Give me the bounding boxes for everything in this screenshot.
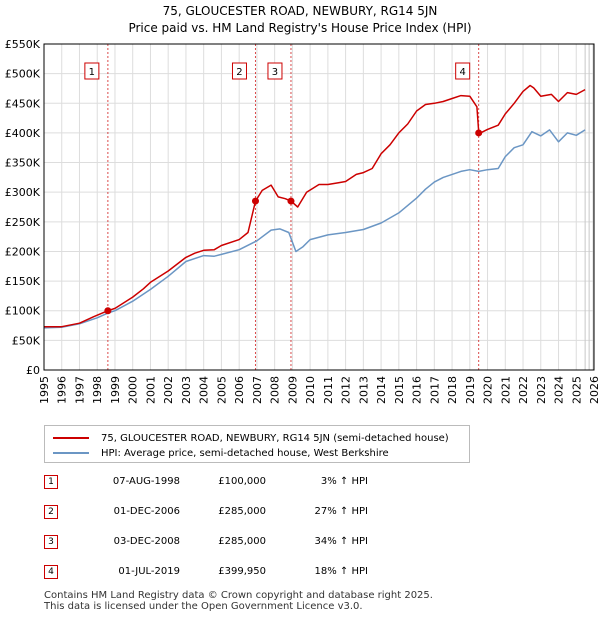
x-tick-label: 2005: [215, 376, 228, 404]
y-tick-label: £150K: [5, 275, 41, 288]
sale-date: 01-JUL-2019: [118, 566, 180, 577]
sale-hpi-change: 18% ↑ HPI: [314, 566, 368, 577]
x-tick-label: 2013: [357, 376, 370, 404]
plot-frame: [43, 43, 595, 371]
x-tick-label: 2018: [446, 376, 459, 404]
sale-hpi-change: 3% ↑ HPI: [320, 476, 368, 487]
legend-item-price: 75, GLOUCESTER ROAD, NEWBURY, RG14 5JN (…: [53, 431, 449, 445]
legend-label-price: 75, GLOUCESTER ROAD, NEWBURY, RG14 5JN (…: [101, 432, 449, 444]
x-tick-label: 1995: [38, 376, 51, 404]
x-tick-label: 2003: [180, 376, 193, 404]
chart-subtitle: Price paid vs. HM Land Registry's House …: [128, 21, 471, 35]
plot-area: [44, 44, 594, 370]
x-tick-label: 2006: [233, 376, 246, 404]
x-tick-label: 2014: [375, 376, 388, 404]
sale-date: 01-DEC-2006: [113, 506, 180, 517]
x-tick-label: 2001: [144, 376, 157, 404]
hpi-line: [43, 129, 586, 329]
x-tick-label: 1997: [73, 376, 86, 404]
y-tick-label: £200K: [5, 245, 41, 258]
y-tick-label: £500K: [5, 68, 41, 81]
x-tick-label: 2019: [464, 376, 477, 404]
sale-hpi-change: 27% ↑ HPI: [314, 506, 368, 517]
sale-date: 03-DEC-2008: [113, 536, 180, 547]
y-tick-label: £350K: [5, 157, 41, 170]
x-tick-label: 2010: [304, 376, 317, 404]
sale-label: 2: [236, 67, 242, 78]
sale-label-box: [455, 62, 471, 80]
sale-label-box: [231, 62, 247, 80]
x-tick-label: 2004: [198, 376, 211, 404]
sale-number-badge: 3: [44, 535, 58, 549]
sale-label-box: [84, 62, 100, 80]
x-tick-label: 2017: [428, 376, 441, 404]
x-tick-label: 1998: [91, 376, 104, 404]
sale-price: £285,000: [218, 536, 266, 547]
x-tick-label: 1999: [109, 376, 122, 404]
x-tick-label: 2007: [251, 376, 264, 404]
price-paid-line: [44, 84, 586, 328]
x-tick-label: 2026: [588, 376, 600, 404]
chart-legend: 75, GLOUCESTER ROAD, NEWBURY, RG14 5JN (…: [44, 425, 470, 463]
legend-swatch-price: [53, 437, 89, 439]
x-tick-label: 2022: [517, 376, 530, 404]
y-tick-label: £0: [26, 364, 40, 377]
y-tick-label: £450K: [5, 97, 41, 110]
y-tick-label: £300K: [5, 186, 41, 199]
sale-label: 3: [272, 67, 278, 78]
y-tick-label: £50K: [12, 334, 41, 347]
footer-line-1: Contains HM Land Registry data © Crown c…: [44, 590, 433, 601]
sale-date: 07-AUG-1998: [112, 476, 180, 487]
y-tick-label: £100K: [5, 305, 41, 318]
x-tick-label: 2021: [499, 376, 512, 404]
sale-price: £100,000: [218, 476, 266, 487]
footer-attribution: Contains HM Land Registry data © Crown c…: [44, 590, 433, 612]
x-tick-label: 1996: [56, 376, 69, 404]
x-tick-label: 2024: [553, 376, 566, 404]
sale-price: £285,000: [218, 506, 266, 517]
y-tick-label: £250K: [5, 216, 41, 229]
x-tick-label: 2000: [127, 376, 140, 404]
sale-number-badge: 4: [44, 565, 58, 579]
sale-point: [104, 307, 112, 315]
y-tick-label: £400K: [5, 127, 41, 140]
x-tick-label: 2012: [340, 376, 353, 404]
legend-label-hpi: HPI: Average price, semi-detached house,…: [101, 447, 389, 459]
legend-item-hpi: HPI: Average price, semi-detached house,…: [53, 446, 389, 460]
x-tick-label: 2011: [322, 376, 335, 404]
sale-label-box: [267, 62, 283, 80]
sale-point: [287, 197, 295, 205]
x-tick-label: 2016: [411, 376, 424, 404]
sale-price: £399,950: [218, 566, 266, 577]
x-tick-label: 2025: [570, 376, 583, 404]
sale-number-badge: 1: [44, 475, 58, 489]
x-tick-label: 2023: [535, 376, 548, 404]
x-tick-label: 2020: [482, 376, 495, 404]
footer-line-2: This data is licensed under the Open Gov…: [44, 601, 363, 612]
x-tick-label: 2009: [286, 376, 299, 404]
y-tick-label: £550K: [5, 38, 41, 51]
sale-hpi-change: 34% ↑ HPI: [314, 536, 368, 547]
sale-label: 1: [89, 67, 95, 78]
price-chart: 75, GLOUCESTER ROAD, NEWBURY, RG14 5JN Pr…: [5, 4, 600, 404]
sale-point: [251, 197, 259, 205]
chart-title: 75, GLOUCESTER ROAD, NEWBURY, RG14 5JN: [163, 4, 438, 18]
x-tick-label: 2008: [269, 376, 282, 404]
sale-point: [475, 129, 483, 137]
sale-number-badge: 2: [44, 505, 58, 519]
x-tick-label: 2002: [162, 376, 175, 404]
x-tick-label: 2015: [393, 376, 406, 404]
legend-swatch-hpi: [53, 452, 89, 454]
sale-label: 4: [459, 67, 465, 78]
